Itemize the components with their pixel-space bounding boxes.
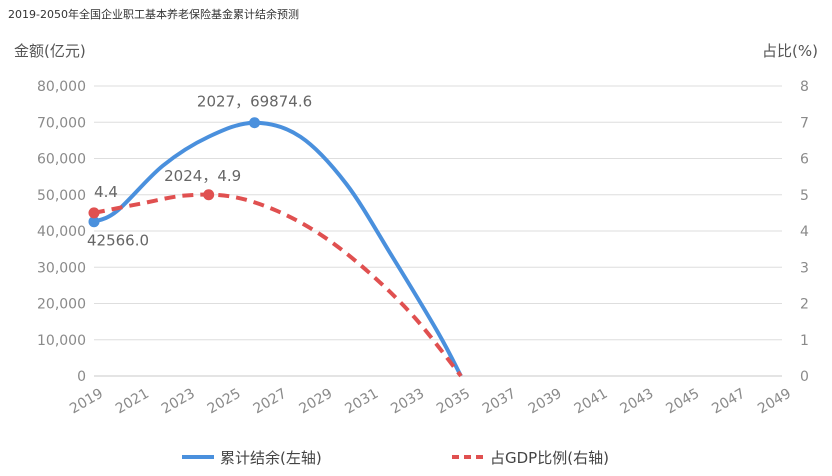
x-tick-label: 2019 <box>67 386 106 418</box>
data-label: 42566.0 <box>87 232 149 250</box>
right-tick-label: 0 <box>800 369 809 385</box>
left-tick-label: 50,000 <box>37 188 86 204</box>
right-tick-label: 7 <box>800 115 809 131</box>
left-tick-label: 10,000 <box>37 333 86 349</box>
right-axis-ticks: 0 1 2 3 4 5 6 7 8 <box>800 79 809 385</box>
point-markers <box>88 117 261 228</box>
data-label: 4.4 <box>94 183 118 201</box>
left-tick-label: 80,000 <box>37 79 86 95</box>
left-tick-label: 30,000 <box>37 260 86 276</box>
right-axis-title: 占比(%) <box>762 42 818 60</box>
x-tick-label: 2021 <box>113 386 152 418</box>
x-tick-label: 2041 <box>572 386 611 418</box>
x-tick-label: 2043 <box>618 386 657 418</box>
left-axis-title: 金额(亿元) <box>14 42 86 60</box>
right-tick-label: 3 <box>800 260 809 276</box>
left-tick-label: 60,000 <box>37 152 86 168</box>
x-tick-label: 2037 <box>480 386 519 418</box>
x-tick-label: 2033 <box>388 386 427 418</box>
data-label: 2024，4.9 <box>164 167 241 185</box>
right-tick-label: 1 <box>800 333 809 349</box>
data-labels: 2027，69874.6 42566.0 4.4 2024，4.9 <box>87 93 312 250</box>
x-tick-label: 2045 <box>663 386 702 418</box>
grid <box>94 85 782 377</box>
legend-label-0: 累计结余(左轴) <box>220 449 322 467</box>
x-axis-ticks: 2019 2021 2023 2025 2027 2029 2031 2033 2035 2037… <box>67 386 794 418</box>
x-tick-label: 2049 <box>755 386 794 418</box>
left-tick-label: 0 <box>77 369 86 385</box>
right-tick-label: 6 <box>800 152 809 168</box>
point-marker <box>88 207 100 219</box>
series-line-0 <box>93 120 463 377</box>
x-tick-label: 2029 <box>296 386 335 418</box>
x-tick-label: 2027 <box>251 386 290 418</box>
left-tick-label: 70,000 <box>37 115 86 131</box>
series-line-1 <box>93 192 463 378</box>
x-tick-label: 2039 <box>526 386 565 418</box>
right-tick-label: 8 <box>800 79 809 95</box>
right-tick-label: 2 <box>800 297 809 313</box>
point-marker <box>203 189 215 201</box>
x-tick-label: 2031 <box>342 386 381 418</box>
point-marker <box>88 216 100 228</box>
legend: 累计结余(左轴) 占GDP比例(右轴) <box>182 449 609 467</box>
left-axis-ticks: 0 10,000 20,000 30,000 40,000 50,000 60,000 70,… <box>37 79 86 385</box>
data-label: 2027，69874.6 <box>197 93 312 111</box>
left-tick-label: 40,000 <box>37 224 86 240</box>
x-tick-label: 2035 <box>434 386 473 418</box>
legend-label-1: 占GDP比例(右轴) <box>490 449 609 467</box>
x-tick-label: 2025 <box>205 386 244 418</box>
right-tick-label: 5 <box>800 188 809 204</box>
right-tick-label: 4 <box>800 224 809 240</box>
point-marker <box>249 117 261 129</box>
chart-title: 2019-2050年全国企业职工基本养老保险基金累计结余预测 <box>8 8 299 21</box>
series-lines <box>93 120 463 378</box>
left-tick-label: 20,000 <box>37 297 86 313</box>
x-tick-label: 2047 <box>709 386 748 418</box>
x-tick-label: 2023 <box>159 386 198 418</box>
